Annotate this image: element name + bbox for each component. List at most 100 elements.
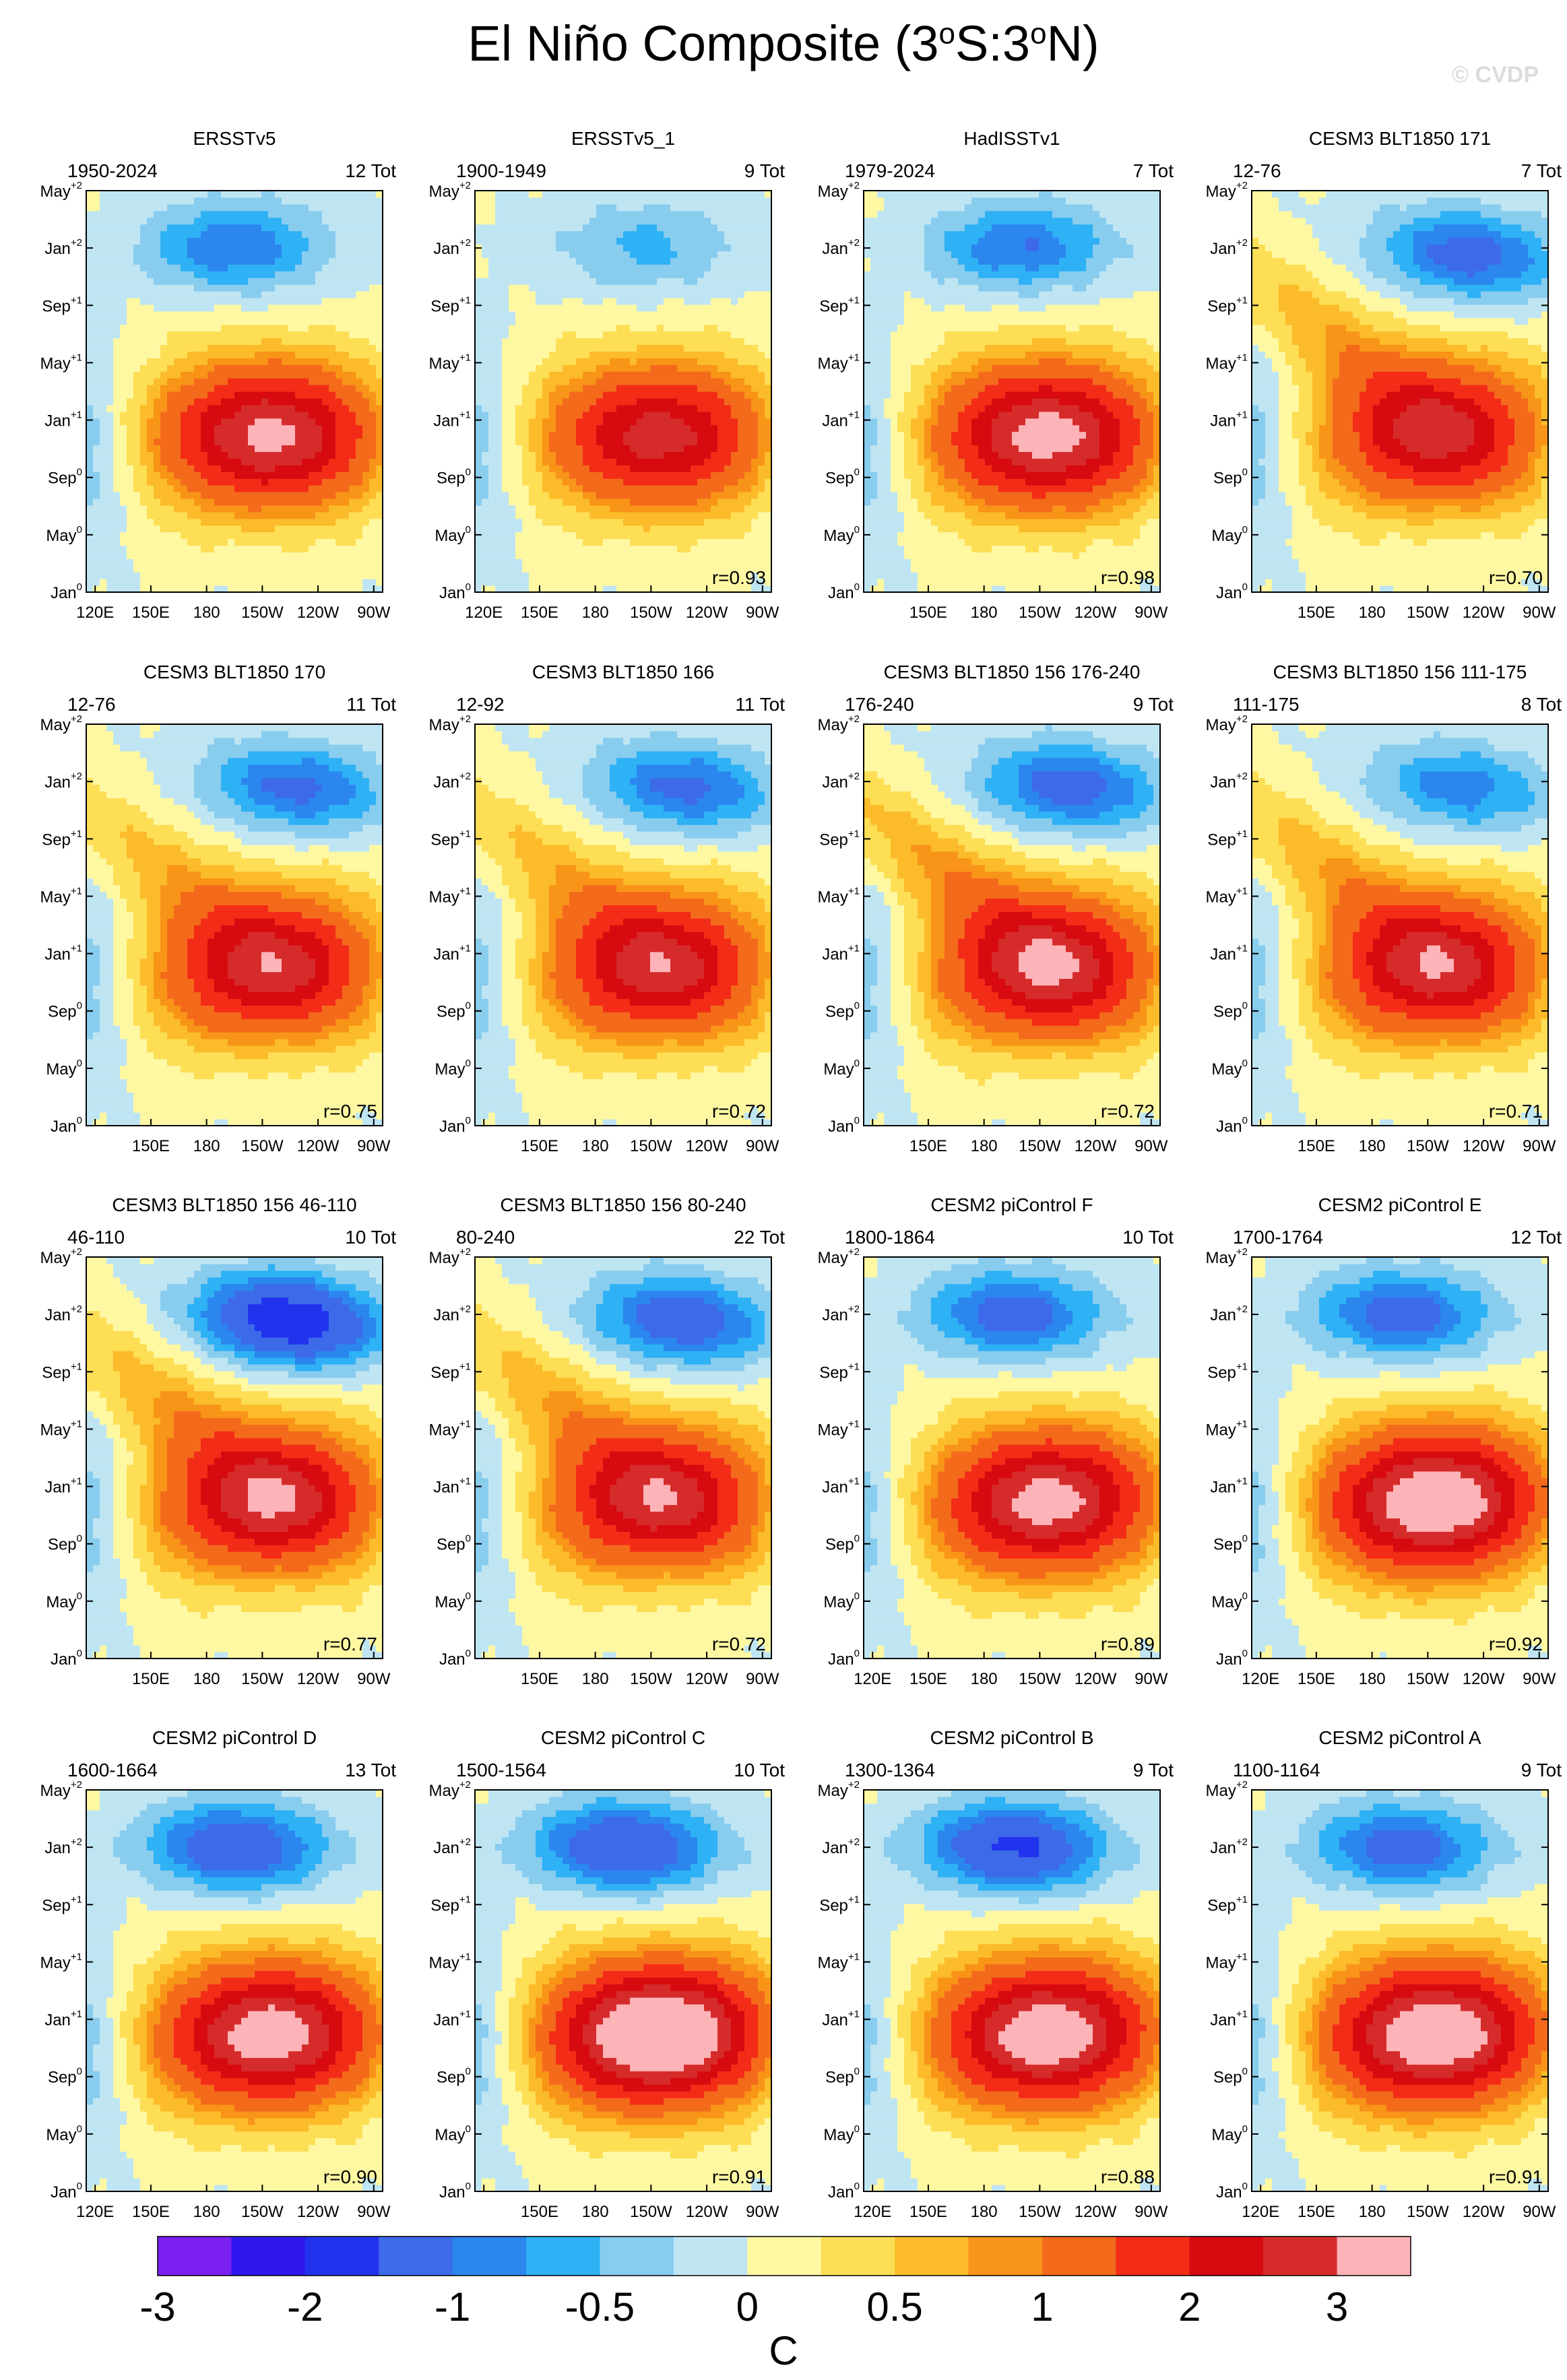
heatmap-cell — [515, 385, 523, 392]
heatmap-cell — [100, 532, 107, 540]
heatmap-cell — [515, 431, 523, 439]
heatmap-cell — [515, 404, 523, 412]
heatmap-cell — [234, 337, 242, 346]
heatmap-cell — [630, 344, 637, 352]
heatmap-cell — [643, 197, 651, 205]
heatmap-cell — [302, 331, 309, 339]
heatmap-cell — [711, 511, 718, 519]
heatmap-cell — [563, 351, 570, 358]
heatmap-cell — [241, 371, 249, 379]
heatmap-cell — [670, 391, 678, 399]
heatmap-cell — [643, 485, 651, 492]
heatmap-cell — [502, 431, 509, 439]
heatmap-cell — [100, 552, 107, 559]
heatmap-cell — [214, 498, 222, 506]
heatmap-cell — [133, 385, 141, 392]
heatmap-cell — [362, 344, 370, 352]
heatmap-cell — [160, 371, 168, 379]
heatmap-cell — [684, 271, 691, 278]
heatmap-cell — [241, 565, 249, 573]
heatmap-cell — [302, 518, 309, 526]
heatmap-cell — [295, 431, 302, 439]
heatmap-cell — [362, 525, 370, 533]
heatmap-cell — [576, 458, 583, 465]
heatmap-cell — [309, 337, 316, 346]
heatmap-cell — [711, 478, 718, 486]
heatmap-cell — [376, 552, 383, 559]
heatmap-cell — [664, 344, 671, 352]
heatmap-cell — [697, 458, 705, 465]
heatmap-cell — [309, 445, 316, 452]
heatmap-cell — [362, 438, 370, 446]
heatmap-cell — [261, 203, 269, 212]
heatmap-cell — [187, 404, 195, 412]
heatmap-cell — [704, 264, 711, 271]
heatmap-cell — [495, 411, 503, 419]
heatmap-cell — [201, 505, 208, 513]
heatmap-cell — [596, 331, 604, 339]
heatmap-cell — [248, 224, 255, 232]
heatmap-cell — [610, 572, 617, 579]
heatmap-cell — [255, 397, 262, 406]
heatmap-cell — [329, 552, 336, 559]
heatmap-cell — [335, 358, 343, 365]
heatmap-cell — [610, 244, 617, 251]
heatmap-cell — [684, 585, 691, 593]
heatmap-cell — [167, 371, 174, 379]
heatmap-cell — [630, 311, 637, 319]
heatmap-cell — [637, 511, 644, 519]
heatmap-cell — [369, 271, 377, 278]
heatmap-cell — [657, 378, 664, 385]
heatmap-cell — [637, 251, 644, 258]
heatmap-cell — [556, 304, 563, 312]
heatmap-cell — [248, 230, 255, 238]
heatmap-cell — [684, 532, 691, 540]
heatmap-cell — [650, 217, 658, 225]
heatmap-cell — [93, 324, 100, 332]
heatmap-cell — [255, 391, 262, 399]
heatmap-cell — [482, 217, 489, 225]
heatmap-cell — [261, 364, 269, 372]
heatmap-cell — [248, 511, 255, 519]
heatmap-cell — [657, 552, 664, 559]
heatmap-cell — [717, 445, 725, 452]
heatmap-cell — [576, 351, 583, 358]
heatmap-cell — [356, 404, 363, 412]
heatmap-cell — [133, 552, 141, 559]
heatmap-cell — [154, 485, 161, 492]
heatmap-cell — [522, 344, 530, 352]
heatmap-cell — [127, 418, 134, 426]
heatmap-cell — [677, 371, 684, 379]
heatmap-cell — [717, 324, 725, 332]
heatmap-cell — [100, 431, 107, 439]
heatmap-cell — [603, 397, 610, 406]
heatmap-cell — [623, 418, 631, 426]
heatmap-cell — [697, 291, 705, 298]
heatmap-cell — [697, 385, 705, 392]
heatmap-cell — [322, 197, 329, 205]
heatmap-cell — [556, 472, 563, 479]
heatmap-cell — [140, 565, 148, 573]
heatmap-cell — [691, 518, 698, 526]
heatmap-cell — [167, 217, 174, 225]
heatmap-cell — [356, 324, 363, 332]
heatmap-cell — [127, 585, 134, 593]
heatmap-cell — [248, 505, 255, 513]
heatmap-cell — [302, 210, 309, 218]
heatmap-cell — [522, 203, 530, 212]
heatmap-cell — [309, 203, 316, 212]
heatmap-cell — [563, 284, 570, 292]
heatmap-cell — [677, 485, 684, 492]
heatmap-cell — [369, 518, 377, 526]
heatmap-cell — [697, 317, 705, 325]
heatmap-cell — [329, 317, 336, 325]
heatmap-cell — [349, 191, 356, 198]
heatmap-cell — [335, 472, 343, 479]
heatmap-cell — [133, 485, 141, 492]
heatmap-cell — [515, 485, 523, 492]
heatmap-cell — [127, 465, 134, 472]
heatmap-cell — [214, 344, 222, 352]
heatmap-cell — [724, 498, 732, 506]
heatmap-cell — [349, 385, 356, 392]
heatmap-cell — [221, 244, 228, 251]
